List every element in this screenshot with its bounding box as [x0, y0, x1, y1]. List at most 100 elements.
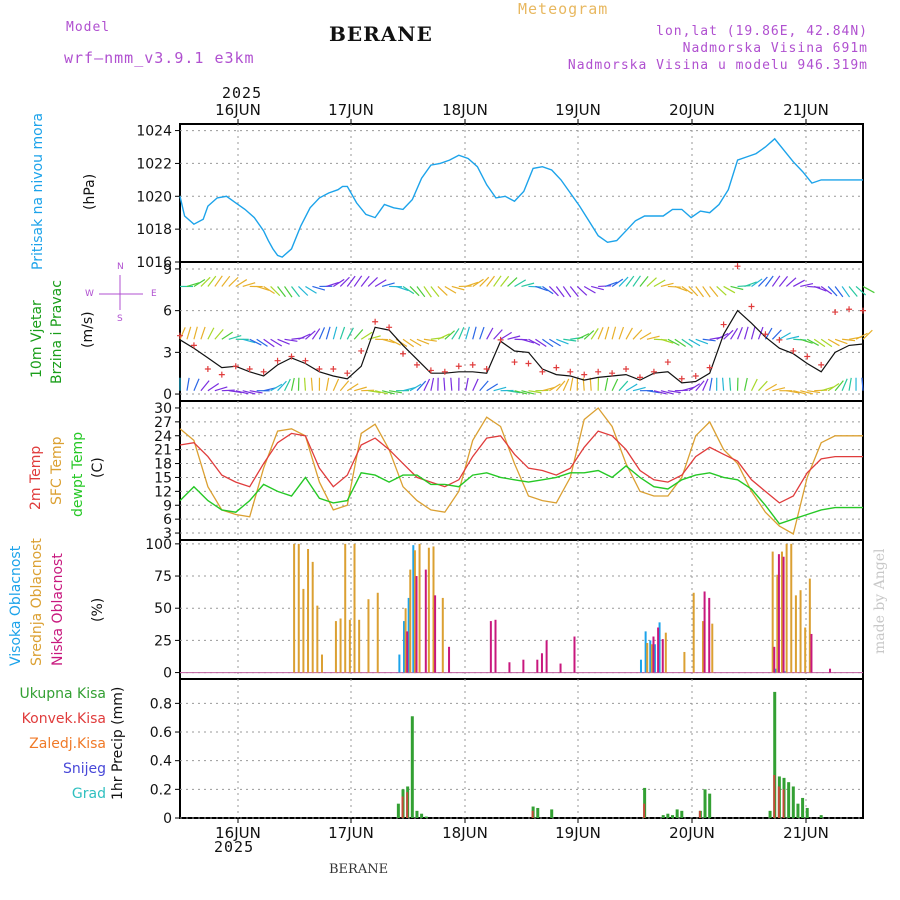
precip-bar: [675, 809, 679, 818]
wind-arrow: [423, 338, 437, 342]
cloud-bar: [398, 654, 401, 673]
wind-arrow: [402, 285, 415, 295]
precip-bar: [782, 789, 785, 818]
wind-arrow: [514, 279, 527, 287]
wind-arrow: [820, 338, 833, 348]
wind-gust-marker: [748, 303, 755, 310]
cloud-bar: [650, 644, 653, 673]
precip-bar: [671, 815, 675, 818]
wind-arrow: [311, 328, 321, 340]
wind-arrow: [625, 327, 633, 340]
wind-arrow: [242, 390, 256, 395]
wind-arrow: [653, 390, 667, 395]
wind-arrow: [451, 328, 460, 340]
precip-bar: [773, 691, 777, 818]
wind-arrow: [750, 378, 758, 391]
wind-gust-marker: [302, 357, 309, 364]
wind-gust-marker: [678, 375, 685, 382]
y-tick-label: 100: [145, 537, 172, 553]
wind-gust-marker: [832, 309, 839, 316]
wind-arrow: [277, 286, 286, 298]
wind-arrow: [326, 281, 339, 288]
wind-arrow: [800, 390, 814, 395]
cloud-bar: [782, 556, 785, 673]
wind-arrow: [695, 286, 704, 298]
wind-gust-marker: [623, 366, 630, 373]
cloud-bar: [358, 619, 361, 673]
precip-bar: [796, 803, 800, 818]
cloud-bar: [773, 646, 776, 673]
day-label-top: 16JUN: [215, 101, 261, 119]
wind-arrow: [256, 338, 268, 347]
wind-arrow: [611, 278, 624, 287]
wind-arrow: [688, 338, 701, 347]
wind-gust-marker: [762, 331, 769, 338]
cloud-bar: [344, 543, 347, 673]
wind-arrow: [451, 285, 465, 291]
wind-arrow: [423, 286, 432, 298]
wind-gust-marker: [400, 350, 407, 357]
precip-bar: [536, 807, 540, 818]
wind-gust-marker: [316, 366, 323, 373]
wind-arrow: [339, 276, 350, 287]
wind-arrow: [256, 285, 270, 291]
wind-arrow: [193, 278, 206, 287]
wind-gust-marker: [497, 336, 504, 343]
elevation-label: Nadmorska Visina 691m: [682, 41, 868, 56]
cloud-bar: [508, 662, 511, 673]
compass-w: W: [85, 289, 94, 299]
wind-arrow: [834, 286, 844, 298]
precip-bar: [805, 807, 809, 818]
y-tick-label: 50: [154, 601, 172, 617]
wind-gust-marker: [818, 361, 825, 368]
wind-gust-marker: [260, 368, 267, 375]
wind-arrow: [827, 338, 840, 347]
wind-arrow: [416, 338, 430, 345]
wind-gust-marker: [567, 368, 574, 375]
wind-arrow: [709, 286, 719, 297]
wind-arrow: [771, 329, 782, 340]
wind-arrow: [702, 378, 709, 391]
wind-arrow: [430, 286, 440, 298]
cloud-bar: [432, 546, 435, 673]
wind-arrow: [493, 386, 507, 392]
wind-arrow: [721, 377, 725, 391]
wind-arrow: [737, 285, 751, 288]
wind-arrow: [207, 383, 220, 392]
cloud-bar: [320, 654, 323, 673]
wind-arrow: [646, 390, 660, 394]
cloud-bar: [573, 636, 576, 673]
wind-gust-marker: [650, 368, 657, 375]
wind-arrow: [786, 335, 800, 340]
wind-arrow: [583, 330, 595, 340]
wind-arrow: [472, 278, 484, 287]
wind-arrow: [793, 390, 807, 395]
wind-arrow: [221, 331, 233, 340]
cloud-bar: [406, 631, 409, 673]
wind-arrow: [618, 380, 629, 392]
wind-arrow: [284, 378, 291, 391]
wind-arrow: [793, 279, 805, 287]
precip-bar: [420, 813, 424, 818]
wind-arrow: [702, 286, 711, 298]
wind-speed-line: [179, 309, 864, 384]
wind-arrow: [813, 285, 827, 292]
wind-arrow: [855, 286, 867, 296]
wind-arrow: [604, 326, 610, 340]
wind-arrow: [507, 335, 521, 340]
y-tick-label: 30: [154, 401, 172, 417]
y-tick-label: 1018: [136, 222, 172, 238]
wind-arrow: [284, 338, 298, 342]
wind-arrow: [589, 377, 592, 391]
wind-arrow: [353, 275, 363, 287]
wind-gust-marker: [344, 370, 351, 377]
lonlat-label: lon,lat (19.86E, 42.84N): [656, 24, 868, 39]
wind-arrow: [437, 286, 448, 296]
cloud-bar: [703, 591, 706, 673]
wind-arrow: [381, 338, 395, 344]
wind-arrow: [800, 338, 813, 344]
wind-arrow: [764, 275, 774, 287]
panel-frame-4: [179, 678, 864, 819]
wind-arrow: [841, 378, 848, 391]
precip-bar: [410, 716, 414, 818]
